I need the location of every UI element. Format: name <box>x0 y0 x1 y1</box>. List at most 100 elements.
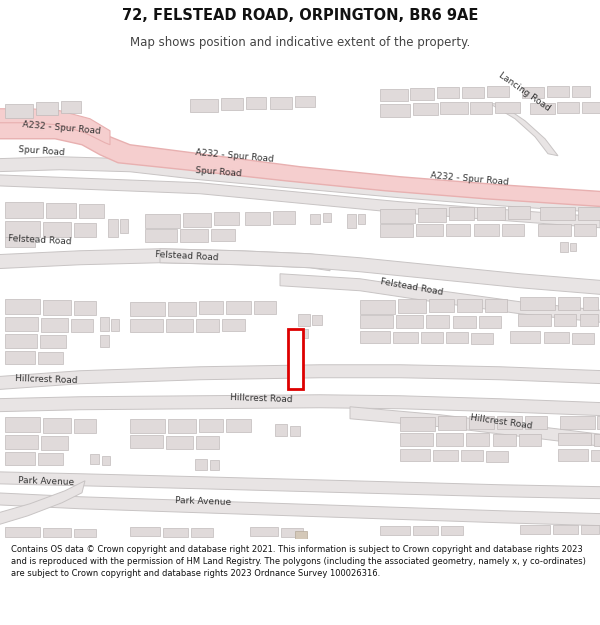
Bar <box>275 424 287 436</box>
Bar <box>558 449 588 461</box>
Bar <box>518 314 551 326</box>
Bar <box>298 314 310 326</box>
Bar <box>5 221 40 237</box>
Bar <box>245 212 270 225</box>
Bar <box>38 452 63 465</box>
Bar <box>410 88 434 100</box>
Bar <box>5 527 40 537</box>
Bar <box>446 332 468 342</box>
Bar <box>438 416 466 430</box>
Bar <box>5 452 35 465</box>
Bar <box>196 436 219 449</box>
Bar <box>572 86 590 97</box>
Bar <box>273 211 295 224</box>
Bar <box>437 87 459 98</box>
Bar <box>191 528 213 537</box>
Text: Felstead Road: Felstead Road <box>8 234 72 247</box>
Bar <box>163 528 188 537</box>
Bar <box>347 214 356 228</box>
Bar <box>211 229 235 241</box>
Text: Felstead Road: Felstead Road <box>380 277 444 297</box>
Bar <box>554 314 576 326</box>
Text: Park Avenue: Park Avenue <box>18 476 74 487</box>
Polygon shape <box>160 249 600 295</box>
Bar <box>5 237 35 247</box>
Bar <box>426 315 449 328</box>
Bar <box>520 297 555 310</box>
Bar <box>5 334 37 348</box>
Bar <box>418 208 446 222</box>
Bar <box>130 527 160 536</box>
Bar <box>400 432 433 446</box>
Bar <box>90 454 99 464</box>
Bar <box>540 207 575 220</box>
Bar <box>493 434 516 446</box>
Bar <box>166 436 193 449</box>
Bar <box>288 329 303 389</box>
Bar <box>380 89 408 101</box>
Bar <box>254 301 276 314</box>
Text: A232 - Spur Road: A232 - Spur Road <box>22 120 101 136</box>
Bar <box>413 526 438 535</box>
Bar <box>558 432 591 445</box>
Polygon shape <box>0 157 600 212</box>
Polygon shape <box>0 395 600 416</box>
Text: A232 - Spur Road: A232 - Spur Road <box>430 171 509 187</box>
Bar <box>130 419 165 432</box>
Bar <box>441 526 463 535</box>
Polygon shape <box>350 407 600 447</box>
Text: 72, FELSTEAD ROAD, ORPINGTON, BR6 9AE: 72, FELSTEAD ROAD, ORPINGTON, BR6 9AE <box>122 8 478 23</box>
Bar <box>168 419 196 432</box>
Bar <box>190 99 218 112</box>
Text: Lancing Road: Lancing Road <box>497 71 552 112</box>
Bar <box>519 434 541 446</box>
Bar <box>36 102 58 115</box>
Bar <box>578 207 600 220</box>
Bar <box>130 319 163 332</box>
Bar <box>100 335 109 347</box>
Bar <box>453 316 476 328</box>
Bar <box>471 332 493 344</box>
Bar <box>221 98 243 110</box>
Bar <box>485 299 507 312</box>
Bar <box>226 301 251 314</box>
Bar <box>40 335 66 348</box>
Bar <box>581 525 599 534</box>
Bar <box>510 331 540 342</box>
Bar <box>520 525 550 534</box>
Text: Hillcrest Road: Hillcrest Road <box>470 413 533 431</box>
Bar <box>74 529 96 537</box>
Bar <box>462 87 484 98</box>
Bar <box>290 426 300 436</box>
Bar <box>461 450 483 461</box>
Bar <box>108 219 118 237</box>
Bar <box>195 459 207 470</box>
Bar <box>74 301 96 315</box>
Bar <box>323 213 331 222</box>
Polygon shape <box>0 365 600 390</box>
Bar <box>400 449 430 461</box>
Bar <box>168 302 196 316</box>
Bar <box>281 528 303 537</box>
Bar <box>508 206 530 219</box>
Bar <box>79 204 104 217</box>
Bar <box>180 229 208 242</box>
Bar <box>572 332 594 344</box>
Bar <box>495 102 520 112</box>
Bar <box>474 224 499 236</box>
Bar <box>71 319 93 332</box>
Text: Spur Road: Spur Road <box>195 166 242 177</box>
Bar <box>295 96 315 107</box>
Bar <box>502 224 524 236</box>
Bar <box>470 102 492 114</box>
Bar <box>5 417 40 432</box>
Bar <box>597 416 600 429</box>
Bar <box>145 214 180 228</box>
Bar <box>226 419 251 432</box>
Bar <box>120 219 128 232</box>
Bar <box>312 315 322 325</box>
Bar <box>360 300 395 314</box>
Text: Park Avenue: Park Avenue <box>175 496 232 507</box>
Bar <box>421 332 443 342</box>
Bar <box>553 525 578 534</box>
